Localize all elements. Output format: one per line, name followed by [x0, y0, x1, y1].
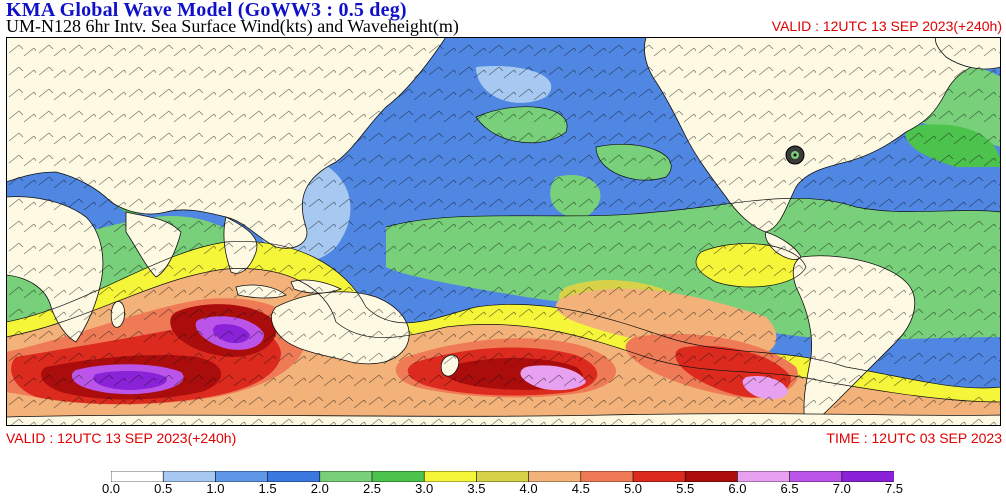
colorbar-tick-label: 0.0 [101, 481, 121, 496]
wind-barbs-overlay [6, 37, 1001, 426]
valid-time-bottom: VALID : 12UTC 13 SEP 2023(+240h) [6, 430, 237, 446]
colorbar-tick-label: 2.0 [310, 481, 329, 496]
waveheight-contours [6, 106, 1001, 403]
colorbar [111, 471, 894, 482]
colorbar-tick-label: 3.5 [467, 481, 486, 496]
wave-height-map [6, 37, 1001, 426]
colorbar-tick-label: 1.0 [206, 481, 225, 496]
colorbar-tick-label: 0.5 [154, 481, 173, 496]
colorbar-tick-label: 4.0 [519, 481, 538, 496]
valid-time-top: VALID : 12UTC 13 SEP 2023(+240h) [771, 18, 1002, 34]
colorbar-tick-label: 7.0 [832, 481, 851, 496]
colorbar-swatch [841, 471, 894, 482]
colorbar-tick-label: 7.5 [884, 481, 904, 496]
colorbar-tick-label: 4.5 [571, 481, 590, 496]
colorbar-tick-label: 5.0 [623, 481, 643, 496]
colorbar-tick-label: 1.5 [258, 481, 277, 496]
colorbar-tick-label: 6.0 [728, 481, 747, 496]
colorbar-tick-label: 3.0 [415, 481, 434, 496]
hurricane-icon [785, 145, 805, 165]
map-frame [6, 37, 1001, 426]
colorbar-tick-label: 6.5 [780, 481, 799, 496]
page-subtitle: UM-N128 6hr Intv. Sea Surface Wind(kts) … [6, 16, 459, 36]
colorbar-tick-label: 2.5 [362, 481, 382, 496]
colorbar-tick-label: 5.5 [676, 481, 695, 496]
initial-time: TIME : 12UTC 03 SEP 2023 [826, 430, 1002, 446]
page-title: KMA Global Wave Model (GoWW3 : 0.5 deg) [6, 0, 407, 21]
